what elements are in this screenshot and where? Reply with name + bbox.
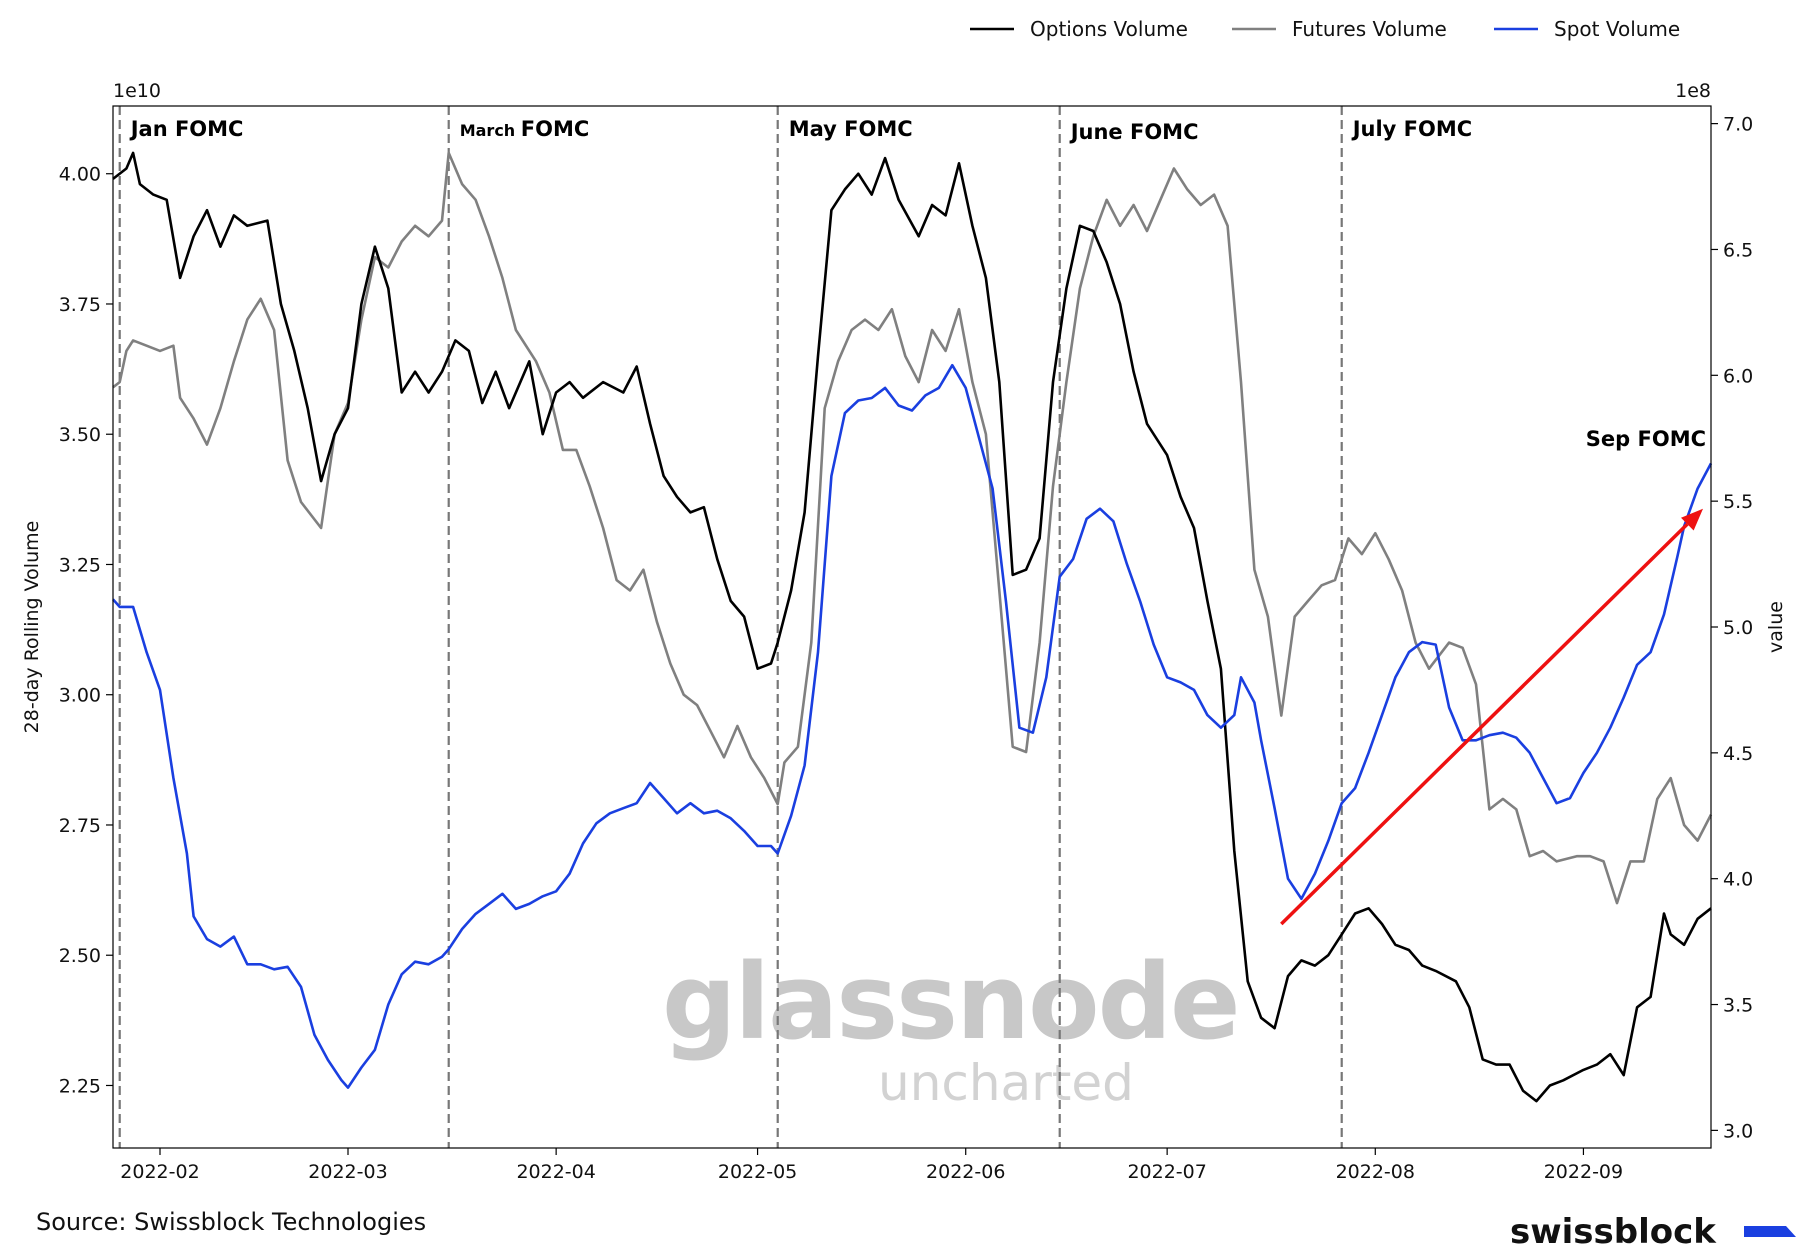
- y-left-tick-label-1: 2.50: [59, 945, 101, 967]
- y-left-tick-label-5: 3.50: [59, 424, 101, 446]
- trend-arrow-head: [1681, 508, 1703, 531]
- y-right-axis-title: value: [1765, 601, 1787, 653]
- x-axis: 2022-02 2022-03 2022-04 2022-05 2022-06 2022-…: [120, 1148, 1623, 1183]
- event-label-3: June FOMC: [1069, 120, 1199, 144]
- event-label-text-1: FOMC: [521, 117, 590, 141]
- y-right-tick-label-6: 6.0: [1723, 365, 1753, 387]
- watermark-main: glassnode: [662, 941, 1239, 1063]
- x-tick-label-3: 2022-05: [718, 1161, 797, 1183]
- x-tick-label-2: 2022-04: [516, 1161, 595, 1183]
- y-right-tick-label-4: 5.0: [1723, 617, 1753, 639]
- event-label-5: Sep FOMC: [1586, 427, 1706, 451]
- legend-label-futures: Futures Volume: [1292, 17, 1447, 41]
- trend-arrow: [1280, 508, 1703, 926]
- x-tick-label-1: 2022-03: [308, 1161, 387, 1183]
- x-tick-label-4: 2022-06: [926, 1161, 1005, 1183]
- y-right-tick-label-5: 5.5: [1723, 491, 1753, 513]
- y-left-exponent: 1e10: [113, 80, 161, 102]
- y-right-tick-label-8: 7.0: [1723, 114, 1753, 136]
- y-right-tick-label-0: 3.0: [1723, 1120, 1753, 1142]
- event-label-1: March FOMC: [460, 117, 590, 141]
- event-label-4: July FOMC: [1351, 117, 1472, 141]
- x-tick-label-5: 2022-07: [1127, 1161, 1206, 1183]
- legend-label-options: Options Volume: [1030, 17, 1188, 41]
- y-right-tick-label-1: 3.5: [1723, 995, 1753, 1017]
- series-group: [112, 151, 1713, 1103]
- series-line-spot-volume: [112, 363, 1713, 1089]
- y-right-tick-label-3: 4.5: [1723, 743, 1753, 765]
- source-text: Source: Swissblock Technologies: [36, 1208, 426, 1236]
- y-left-tick-label-0: 2.25: [59, 1075, 101, 1097]
- x-tick-label-6: 2022-08: [1336, 1161, 1415, 1183]
- watermark-sub: uncharted: [878, 1054, 1134, 1112]
- brand-logo: swissblock: [1510, 1212, 1717, 1252]
- x-tick-label-0: 2022-02: [120, 1161, 199, 1183]
- y-axis-right: 3.0 3.5 4.0 4.5 5.0 5.5 6.0 6.5 7.0: [1711, 114, 1753, 1142]
- event-label-0: Jan FOMC: [129, 117, 244, 141]
- trend-arrow-shaft: [1280, 522, 1689, 926]
- event-label-2: May FOMC: [789, 117, 913, 141]
- fomc-events: Jan FOMC March FOMC May FOMC June FOMC July …: [118, 106, 1706, 1148]
- y-right-tick-label-2: 4.0: [1723, 869, 1753, 891]
- y-left-tick-label-4: 3.25: [59, 554, 101, 576]
- series-line-futures-volume: [112, 151, 1713, 905]
- y-left-tick-label-2: 2.75: [59, 815, 101, 837]
- series-line-options-volume: [112, 151, 1712, 1103]
- brand-logo-mark: [1744, 1226, 1796, 1237]
- y-left-tick-label-3: 3.00: [59, 685, 101, 707]
- y-right-tick-label-7: 6.5: [1723, 239, 1753, 261]
- y-left-axis-title: 28-day Rolling Volume: [21, 521, 43, 734]
- legend: Options Volume Futures Volume Spot Volum…: [970, 17, 1680, 41]
- y-axis-left: 2.25 2.50 2.75 3.00 3.25 3.50 3.75 4.00: [59, 164, 113, 1097]
- y-right-exponent: 1e8: [1675, 80, 1711, 102]
- x-tick-label-7: 2022-09: [1544, 1161, 1623, 1183]
- y-left-tick-label-6: 3.75: [59, 294, 101, 316]
- legend-label-spot: Spot Volume: [1554, 17, 1680, 41]
- y-left-tick-label-7: 4.00: [59, 164, 101, 186]
- event-label-prefix-1: March: [460, 121, 521, 140]
